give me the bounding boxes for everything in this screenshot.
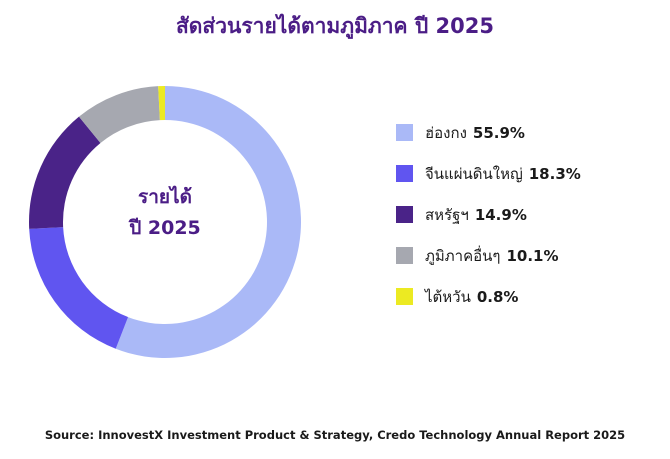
legend-value: 18.3% <box>528 164 581 183</box>
slice-usa <box>29 116 101 229</box>
legend-swatch <box>396 165 413 182</box>
legend-value: 10.1% <box>506 246 559 265</box>
legend-label: ฮ่องกง <box>425 123 467 142</box>
slice-other-regions <box>78 86 160 144</box>
center-label-line-2: ปี 2025 <box>129 217 201 239</box>
legend-label: ไต้หวัน <box>425 287 471 306</box>
donut-chart <box>29 86 301 358</box>
legend-item-mainland-china: จีนแผ่นดินใหญ่ 18.3% <box>396 160 666 187</box>
legend-swatch <box>396 288 413 305</box>
legend: ฮ่องกง 55.9% จีนแผ่นดินใหญ่ 18.3% สหรัฐฯ… <box>396 119 666 324</box>
center-label-line-1: รายได้ <box>138 186 192 208</box>
donut-center-label: รายได้ ปี 2025 <box>95 182 235 244</box>
slice-hong-kong <box>115 86 301 358</box>
legend-swatch <box>396 247 413 264</box>
source-note: Source: InnovestX Investment Product & S… <box>44 428 626 442</box>
legend-value: 0.8% <box>476 287 519 306</box>
legend-item-hong-kong: ฮ่องกง 55.9% <box>396 119 666 146</box>
legend-swatch <box>396 206 413 223</box>
chart-title: สัดส่วนรายได้ตามภูมิภาค ปี 2025 <box>175 14 495 38</box>
slice-taiwan <box>158 86 165 121</box>
legend-label: จีนแผ่นดินใหญ่ <box>425 164 523 183</box>
legend-label: สหรัฐฯ <box>425 205 469 224</box>
legend-value: 14.9% <box>474 205 527 224</box>
legend-item-other-regions: ภูมิภาคอื่นๆ 10.1% <box>396 242 666 269</box>
slice-mainland-china <box>29 227 129 349</box>
legend-label: ภูมิภาคอื่นๆ <box>425 246 501 265</box>
legend-swatch <box>396 124 413 141</box>
legend-value: 55.9% <box>472 123 525 142</box>
legend-item-taiwan: ไต้หวัน 0.8% <box>396 283 666 310</box>
legend-item-usa: สหรัฐฯ 14.9% <box>396 201 666 228</box>
